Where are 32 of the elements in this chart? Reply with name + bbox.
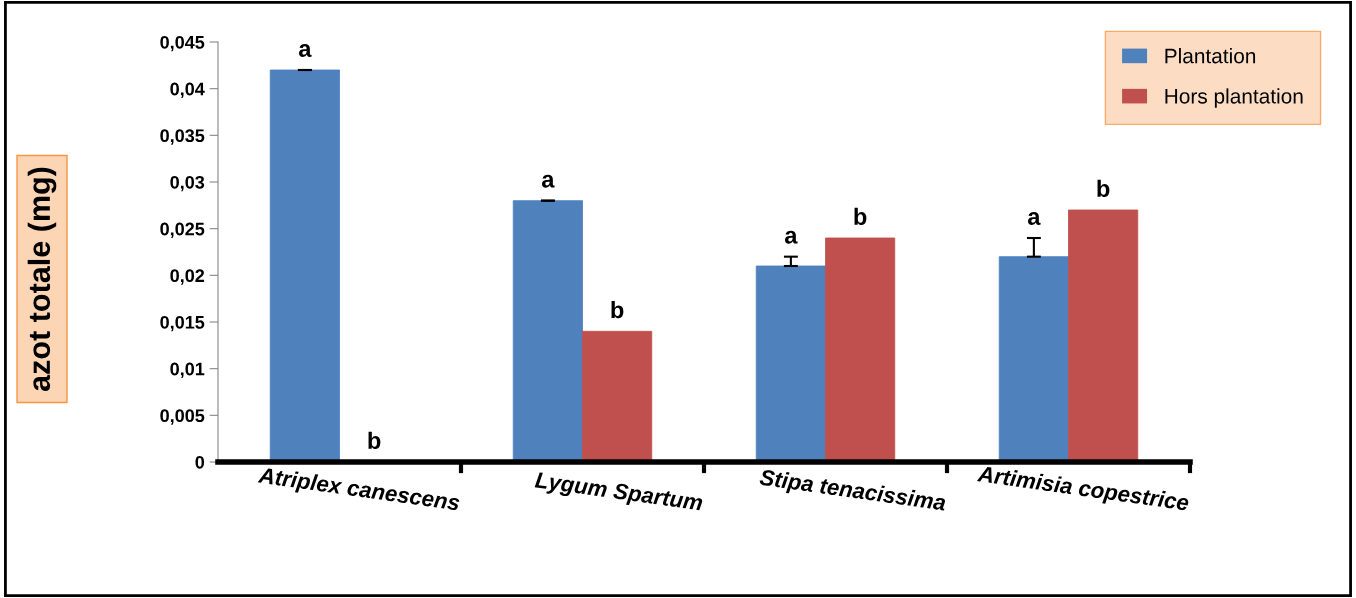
y-tick-label: 0,005 (160, 409, 205, 425)
y-tick-label: 0,015 (160, 315, 205, 332)
bar (998, 256, 1069, 462)
x-tick-label: Lygum Spartum (534, 471, 704, 516)
data-label: a (542, 174, 555, 188)
legend-label: Hors plantation (1165, 88, 1303, 108)
data-label: b (1097, 179, 1110, 197)
bar (582, 330, 653, 462)
y-tick-label: 0,045 (160, 35, 205, 52)
y-axis-title: azot totale (mg) (27, 167, 57, 391)
y-tick-label: 0,01 (170, 362, 205, 378)
bar (1068, 209, 1139, 462)
data-label: b (611, 300, 624, 319)
y-tick-label: 0 (195, 455, 205, 469)
bar (269, 69, 340, 462)
data-label: a (299, 44, 312, 57)
bar (755, 265, 826, 462)
y-tick-label: 0,025 (160, 222, 205, 238)
data-label: a (785, 230, 798, 244)
y-tick-label: 0,035 (160, 129, 205, 145)
data-label: a (1028, 212, 1041, 225)
data-label: b (368, 431, 381, 449)
data-label: b (854, 207, 867, 225)
bar (512, 200, 583, 462)
legend-label: Plantation (1165, 48, 1256, 64)
y-tick-label: 0,04 (170, 82, 205, 98)
bar (825, 237, 896, 462)
x-tick-label: Atriplex canescens (257, 466, 461, 516)
y-tick-label: 0,02 (170, 269, 205, 285)
x-tick-label: Stipa tenacissima (758, 468, 947, 516)
y-tick-label: 0,03 (170, 175, 205, 192)
x-tick-label: Artimisia copestrice (976, 465, 1190, 516)
